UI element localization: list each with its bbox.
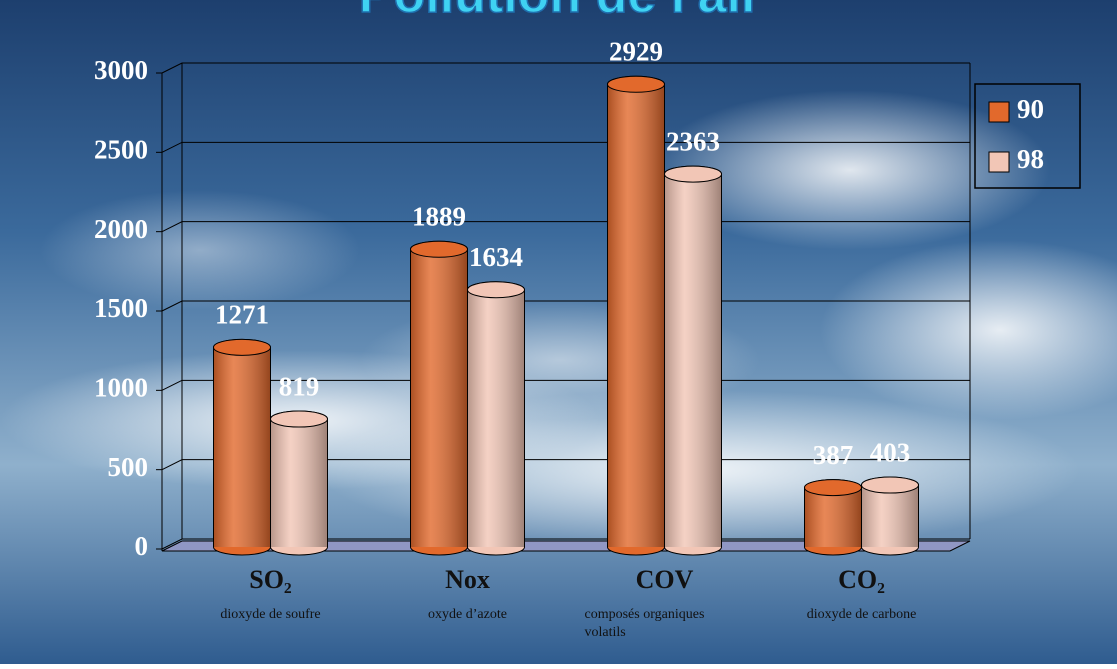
category-note-line: volatils bbox=[585, 625, 626, 640]
x-tick-label: SO₂ bbox=[249, 565, 292, 594]
bar-cap bbox=[804, 479, 862, 497]
value-label: 1271 bbox=[215, 300, 269, 330]
bar-shade bbox=[804, 487, 862, 547]
bar-shade bbox=[607, 84, 665, 548]
bar-shade bbox=[213, 347, 271, 547]
value-label: 387 bbox=[813, 440, 854, 470]
value-label: 1634 bbox=[469, 242, 523, 272]
value-label: 2929 bbox=[609, 36, 663, 66]
category-note: dioxyde de soufre bbox=[220, 607, 320, 622]
category-note: composés organiques volatils bbox=[585, 607, 705, 640]
grid-line bbox=[161, 62, 970, 74]
grid-line bbox=[161, 141, 970, 153]
bar-cap bbox=[861, 476, 919, 494]
y-tick-label: 1000 bbox=[94, 373, 148, 403]
bar-cap bbox=[467, 281, 525, 299]
bar-cap bbox=[664, 165, 722, 183]
y-tick-label: 3000 bbox=[94, 55, 148, 85]
y-tick-label: 0 bbox=[135, 531, 149, 561]
category-note-line: composés organiques bbox=[585, 607, 705, 622]
value-label: 819 bbox=[279, 371, 320, 401]
value-label: 2363 bbox=[666, 126, 720, 156]
x-tick-label: CO₂ bbox=[838, 565, 885, 594]
bar-cap bbox=[410, 240, 468, 258]
bar-shade bbox=[664, 174, 722, 547]
y-tick-label: 1500 bbox=[94, 293, 148, 323]
bar-cap bbox=[607, 75, 665, 93]
category-note: oxyde d’azote bbox=[428, 607, 507, 622]
x-tick-label: COV bbox=[636, 565, 694, 594]
chart-title: Pollution de l'air bbox=[359, 0, 761, 24]
bar-shade bbox=[861, 485, 919, 547]
legend-label: 90 bbox=[1017, 94, 1044, 124]
bar-shade bbox=[270, 419, 328, 547]
legend-swatch bbox=[988, 101, 1010, 123]
y-tick-label: 2000 bbox=[94, 214, 148, 244]
bar-shade bbox=[410, 249, 468, 547]
value-label: 1889 bbox=[412, 201, 466, 231]
legend-swatch bbox=[988, 151, 1010, 173]
value-label: 403 bbox=[870, 437, 911, 467]
category-note: dioxyde de carbone bbox=[807, 607, 917, 622]
bar-cap bbox=[213, 338, 271, 356]
legend-label: 98 bbox=[1017, 144, 1044, 174]
bar-cap bbox=[270, 410, 328, 428]
y-tick-label: 2500 bbox=[94, 135, 148, 165]
legend bbox=[974, 83, 1081, 189]
y-tick-label: 500 bbox=[108, 452, 149, 482]
bar-shade bbox=[467, 289, 525, 547]
x-tick-label: Nox bbox=[445, 565, 490, 594]
